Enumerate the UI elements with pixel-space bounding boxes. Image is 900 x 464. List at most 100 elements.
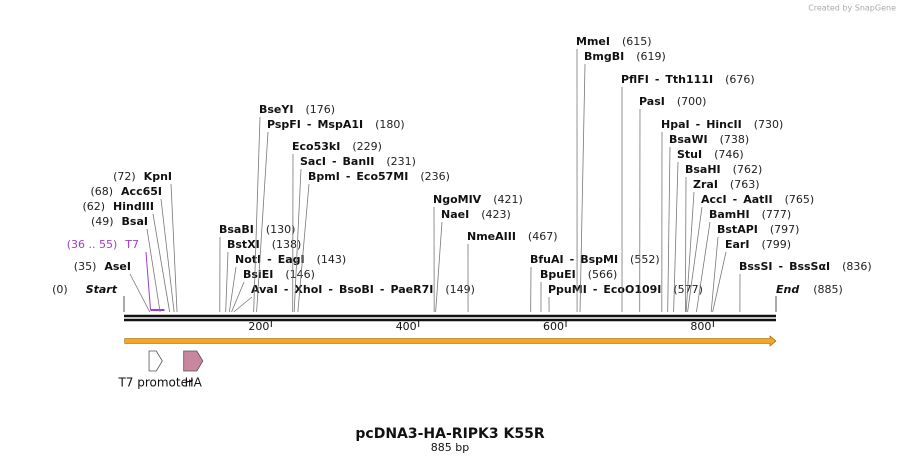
site-position: (423) bbox=[481, 208, 511, 221]
site-position: (236) bbox=[420, 170, 450, 183]
enzyme-name: PspFI bbox=[267, 118, 301, 131]
site-position: (176) bbox=[305, 103, 335, 116]
site-leader bbox=[687, 206, 703, 313]
orf-bar bbox=[124, 335, 777, 347]
start-label: Start bbox=[86, 283, 118, 296]
site-position: (143) bbox=[317, 253, 347, 266]
enzyme-name: BsaHI bbox=[685, 163, 721, 176]
enzyme-name: BsoBI bbox=[339, 283, 374, 296]
site-position: (180) bbox=[375, 118, 405, 131]
site-leader bbox=[152, 213, 171, 313]
site-position: (72) bbox=[113, 170, 136, 183]
separator: - bbox=[593, 283, 598, 296]
site-position: (62) bbox=[82, 200, 105, 213]
site-leader bbox=[579, 63, 586, 313]
site-position: (552) bbox=[630, 253, 660, 266]
site-leader bbox=[684, 176, 687, 313]
site-position: (138) bbox=[272, 238, 302, 251]
site-leader bbox=[256, 131, 269, 313]
enzyme-name: BsaI bbox=[122, 215, 148, 228]
site-leader bbox=[696, 221, 711, 313]
site-leader bbox=[297, 183, 310, 313]
site-leader bbox=[710, 236, 719, 313]
site-position: (231) bbox=[386, 155, 416, 168]
site-position: (421) bbox=[493, 193, 523, 206]
enzyme-name: BssSI bbox=[739, 260, 773, 273]
site-position: (467) bbox=[528, 230, 558, 243]
site-leader bbox=[160, 198, 175, 313]
feature-arrow bbox=[183, 350, 204, 372]
site-leader bbox=[293, 168, 302, 313]
enzyme-name: BstAPI bbox=[717, 223, 758, 236]
site-position: (777) bbox=[762, 208, 792, 221]
site-leader bbox=[233, 296, 253, 313]
start-position: (0) bbox=[52, 283, 68, 296]
enzyme-name: AatII bbox=[743, 193, 772, 206]
enzyme-name: Tth111I bbox=[665, 73, 713, 86]
feature-label: HA bbox=[185, 376, 203, 390]
end-position: (885) bbox=[813, 283, 843, 296]
enzyme-name: SacI bbox=[300, 155, 326, 168]
site-position: (762) bbox=[733, 163, 763, 176]
enzyme-name: BsaWI bbox=[669, 133, 708, 146]
enzyme-name: HindIII bbox=[113, 200, 154, 213]
enzyme-name: NaeI bbox=[441, 208, 469, 221]
site-position: (763) bbox=[730, 178, 760, 191]
site-position: (229) bbox=[352, 140, 382, 153]
separator: - bbox=[307, 118, 312, 131]
site-position: (130) bbox=[266, 223, 296, 236]
site-leader bbox=[170, 183, 178, 313]
site-position: (730) bbox=[754, 118, 784, 131]
enzyme-name: BfuAI bbox=[530, 253, 564, 266]
title: pcDNA3-HA-RIPK3 K55R bbox=[355, 426, 544, 442]
enzyme-name: PflFI bbox=[621, 73, 649, 86]
site-leader bbox=[231, 281, 245, 313]
separator: - bbox=[284, 283, 289, 296]
credit: Created by SnapGene bbox=[808, 4, 896, 13]
enzyme-name: Acc65I bbox=[121, 185, 162, 198]
site-position: (49) bbox=[91, 215, 114, 228]
enzyme-name: Eco57MI bbox=[356, 170, 408, 183]
enzyme-name: PasI bbox=[639, 95, 665, 108]
separator: - bbox=[696, 118, 701, 131]
enzyme-name: BseYI bbox=[259, 103, 293, 116]
enzyme-name: HpaI bbox=[661, 118, 690, 131]
enzyme-name: NmeAIII bbox=[467, 230, 516, 243]
enzyme-name: AvaI bbox=[251, 283, 278, 296]
site-position: (738) bbox=[720, 133, 750, 146]
site-leader bbox=[667, 146, 671, 313]
enzyme-name: XhoI bbox=[294, 283, 322, 296]
separator: - bbox=[779, 260, 784, 273]
enzyme-name: ZraI bbox=[693, 178, 718, 191]
enzyme-name: PaeR7I bbox=[390, 283, 433, 296]
site-leader bbox=[712, 251, 727, 313]
enzyme-name: BsaBI bbox=[219, 223, 254, 236]
enzyme-name: Eco53kI bbox=[292, 140, 340, 153]
separator: - bbox=[570, 253, 575, 266]
enzyme-name: EcoO109I bbox=[603, 283, 661, 296]
enzyme-name: BspMI bbox=[580, 253, 618, 266]
site-leader bbox=[146, 228, 161, 313]
site-leader bbox=[225, 251, 229, 313]
site-position: (149) bbox=[445, 283, 475, 296]
primer-range: (36 .. 55) bbox=[67, 238, 118, 251]
enzyme-name: NgoMIV bbox=[433, 193, 482, 206]
enzyme-name: BpmI bbox=[308, 170, 340, 183]
separator: - bbox=[655, 73, 660, 86]
enzyme-name: NotI bbox=[235, 253, 261, 266]
enzyme-name: MspA1I bbox=[317, 118, 363, 131]
site-position: (765) bbox=[785, 193, 815, 206]
site-position: (799) bbox=[761, 238, 791, 251]
end-label: End bbox=[776, 283, 799, 296]
enzyme-name: AseI bbox=[104, 260, 131, 273]
enzyme-name: BmgBI bbox=[584, 50, 624, 63]
enzyme-name: BamHI bbox=[709, 208, 750, 221]
enzyme-name: EagI bbox=[278, 253, 305, 266]
feature-arrow bbox=[148, 350, 163, 372]
site-position: (619) bbox=[636, 50, 666, 63]
enzyme-name: PpuMI bbox=[548, 283, 587, 296]
site-position: (68) bbox=[90, 185, 113, 198]
length-label: 885 bp bbox=[431, 441, 469, 454]
separator: - bbox=[267, 253, 272, 266]
